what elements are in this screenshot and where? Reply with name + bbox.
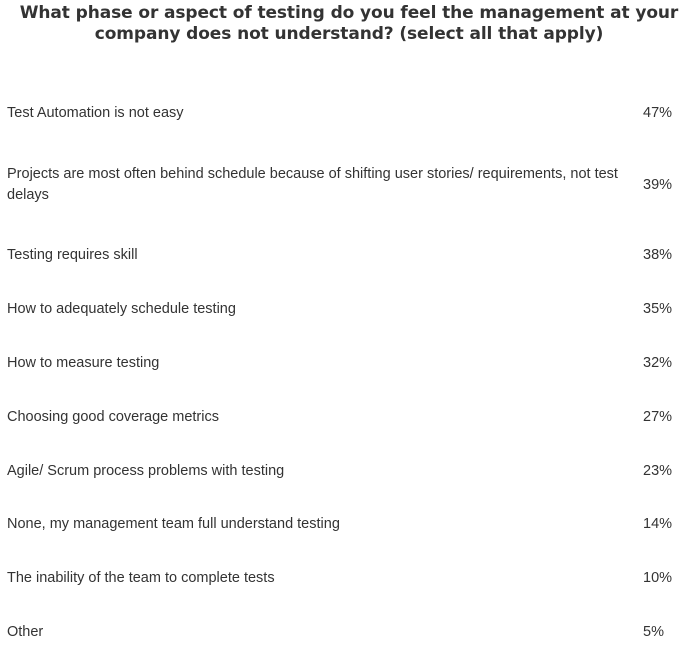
row-label: The inability of the team to complete te… [7,570,275,586]
row-value: 35% [643,301,673,317]
row-label: Testing requires skill [7,247,138,263]
row-label: How to adequately schedule testing [7,301,236,317]
row-value: 23% [643,463,673,479]
row-value: 32% [643,355,673,371]
row-label: Test Automation is not easy [7,105,184,121]
row-value: 5% [643,624,664,640]
row-value: 10% [643,570,673,586]
row-value: 47% [643,105,673,121]
row-label: None, my management team full understand… [7,516,340,532]
row-label: How to measure testing [7,355,160,371]
row-value: 27% [643,409,673,425]
row-value: 38% [643,247,673,263]
row-label: Other [7,624,44,640]
chart-title: What phase or aspect of testing do you f… [19,3,679,44]
row-label: Projects are most often behind schedule … [7,166,618,203]
row-value: 39% [643,177,673,193]
row-value: 14% [643,516,673,532]
row-label: Agile/ Scrum process problems with testi… [7,463,285,479]
row-label: Choosing good coverage metrics [7,409,219,425]
